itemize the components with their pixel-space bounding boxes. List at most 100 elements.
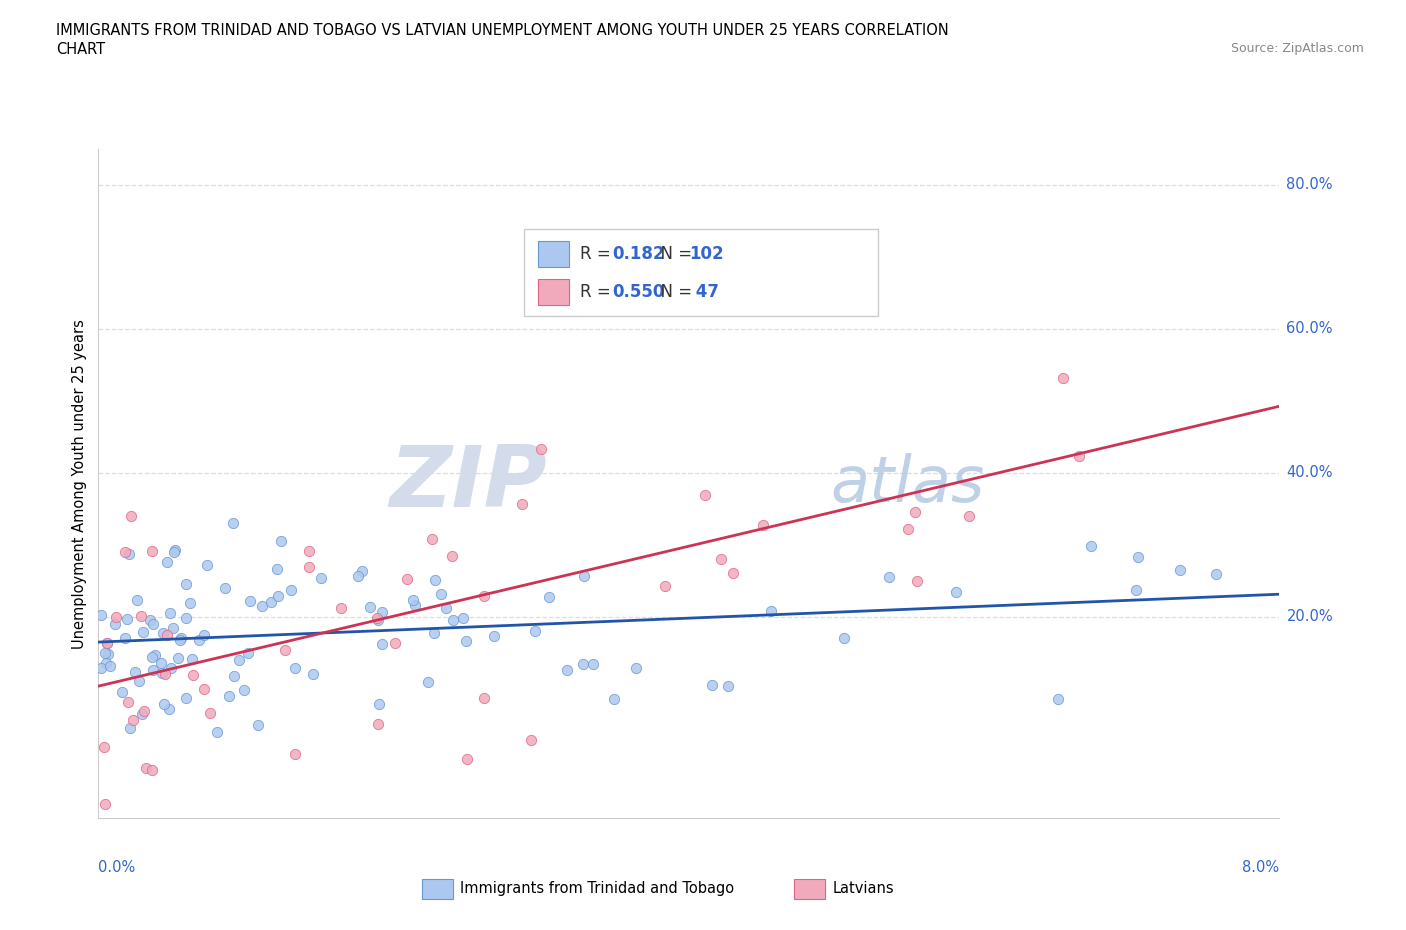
Point — [129, 608, 152, 623]
Point — [582, 656, 605, 671]
Point — [238, 645, 260, 660]
Point — [571, 657, 593, 671]
Point — [181, 652, 204, 667]
Point — [1047, 692, 1070, 707]
Text: 0.550: 0.550 — [612, 283, 665, 300]
Point — [761, 604, 783, 618]
Point — [247, 718, 270, 733]
Point — [454, 633, 477, 648]
Text: N =: N = — [650, 283, 697, 300]
Text: Immigrants from Trinidad and Tobago: Immigrants from Trinidad and Tobago — [460, 881, 734, 896]
Text: N =: N = — [650, 245, 697, 262]
Point — [118, 546, 141, 561]
Point — [93, 739, 115, 754]
Point — [142, 662, 165, 677]
Text: Latvians: Latvians — [832, 881, 894, 896]
Point — [260, 595, 283, 610]
Point — [624, 660, 647, 675]
Point — [441, 549, 464, 564]
Point — [474, 588, 496, 603]
Point — [367, 716, 389, 731]
Point — [125, 592, 148, 607]
Point — [453, 610, 475, 625]
Text: 80.0%: 80.0% — [1286, 178, 1333, 193]
Text: 0.182: 0.182 — [612, 245, 665, 262]
Point — [456, 751, 478, 766]
Point — [169, 631, 191, 645]
Point — [1125, 582, 1147, 597]
Point — [384, 635, 406, 650]
Point — [222, 516, 245, 531]
Point — [174, 611, 197, 626]
Point — [603, 692, 626, 707]
Point — [198, 706, 221, 721]
Point — [96, 636, 118, 651]
Point — [114, 544, 136, 559]
Text: atlas: atlas — [831, 453, 986, 514]
Point — [418, 674, 440, 689]
Text: CHART: CHART — [56, 42, 105, 57]
Point — [298, 544, 321, 559]
Point — [401, 592, 423, 607]
Point — [510, 497, 533, 512]
Text: R =: R = — [579, 245, 616, 262]
Point — [193, 682, 215, 697]
Point — [430, 586, 453, 601]
Point — [141, 650, 163, 665]
Text: 20.0%: 20.0% — [1286, 609, 1333, 624]
Point — [233, 683, 256, 698]
Point — [366, 611, 388, 626]
Point — [267, 589, 290, 604]
Point — [120, 509, 142, 524]
Point — [352, 564, 374, 578]
Point — [284, 660, 307, 675]
Point — [155, 554, 177, 569]
Point — [441, 613, 464, 628]
Point — [94, 646, 117, 661]
Point — [163, 545, 186, 560]
Point — [96, 636, 118, 651]
Point — [309, 571, 332, 586]
Point — [538, 590, 561, 604]
Point — [897, 522, 920, 537]
Point — [181, 668, 204, 683]
Point — [700, 677, 723, 692]
Point — [228, 653, 250, 668]
Point — [752, 517, 775, 532]
Point — [723, 296, 745, 311]
Text: 40.0%: 40.0% — [1286, 465, 1333, 480]
Point — [139, 613, 162, 628]
Point — [114, 631, 136, 645]
Point — [347, 568, 370, 583]
Point — [141, 543, 163, 558]
Point — [104, 609, 127, 624]
Point — [330, 601, 353, 616]
Text: 0.0%: 0.0% — [98, 860, 135, 875]
Point — [359, 600, 381, 615]
Point — [132, 624, 155, 639]
Point — [367, 613, 389, 628]
Point — [524, 624, 547, 639]
Text: R =: R = — [579, 283, 616, 300]
Point — [572, 568, 595, 583]
Point — [530, 442, 553, 457]
Point — [1126, 550, 1149, 565]
Point — [153, 667, 176, 682]
Point — [396, 572, 419, 587]
Point — [142, 617, 165, 631]
Point — [218, 689, 240, 704]
Point — [104, 617, 127, 631]
Point — [519, 732, 541, 747]
Point — [214, 580, 236, 595]
Point — [169, 632, 191, 647]
Point — [717, 679, 740, 694]
Point — [128, 673, 150, 688]
Point — [96, 656, 118, 671]
Point — [174, 577, 197, 591]
Text: IMMIGRANTS FROM TRINIDAD AND TOBAGO VS LATVIAN UNEMPLOYMENT AMONG YOUTH UNDER 25: IMMIGRANTS FROM TRINIDAD AND TOBAGO VS L… — [56, 23, 949, 38]
Text: ZIP: ZIP — [389, 442, 547, 525]
Point — [111, 684, 134, 699]
Point — [425, 572, 447, 587]
Point — [135, 761, 157, 776]
Point — [115, 612, 138, 627]
